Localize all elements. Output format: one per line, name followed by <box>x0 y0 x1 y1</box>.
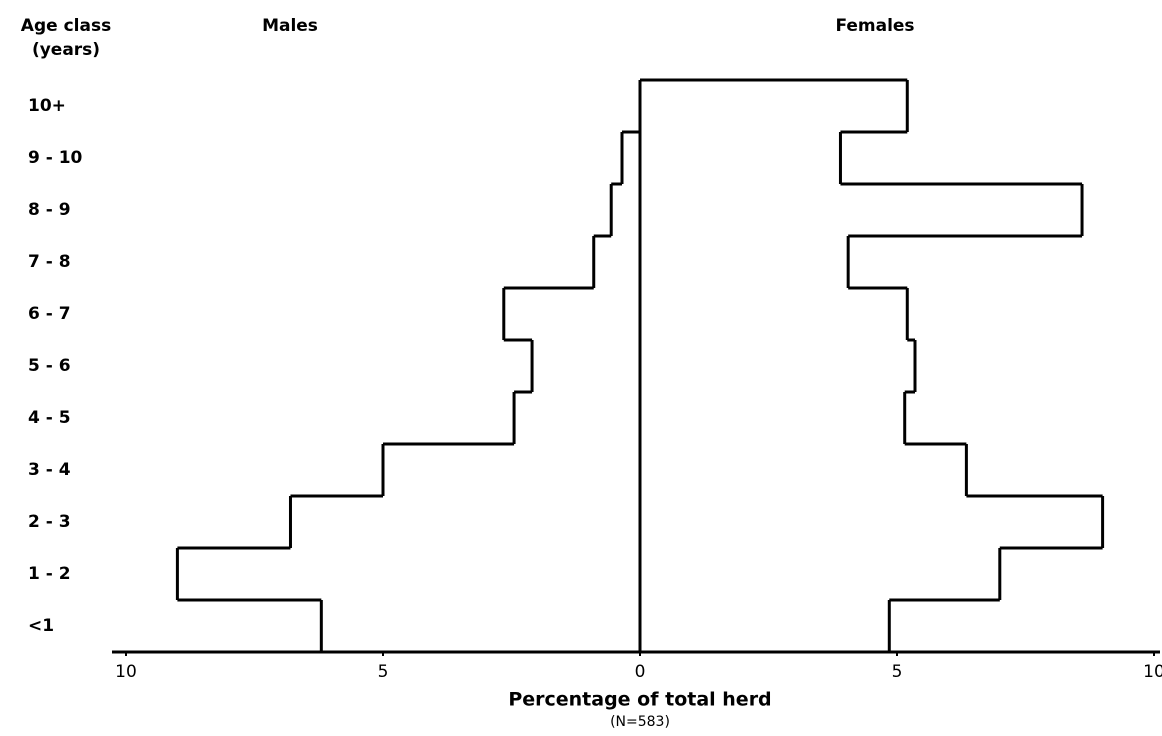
y-tick-label: 10+ <box>28 96 66 116</box>
x-tick-label: 5 <box>892 662 903 682</box>
y-tick-label: 7 - 8 <box>28 252 71 272</box>
y-tick-label: 1 - 2 <box>28 564 71 584</box>
y-tick-label: 5 - 6 <box>28 356 71 376</box>
y-tick-label: 9 - 10 <box>28 148 83 168</box>
y-axis-label: Age class <box>21 16 111 36</box>
y-tick-label: 2 - 3 <box>28 512 71 532</box>
x-tick-label: 10 <box>1143 662 1162 682</box>
legend-label: Males <box>262 16 318 36</box>
x-tick-label: 10 <box>115 662 137 682</box>
y-tick-label: 8 - 9 <box>28 200 71 220</box>
y-tick-label: 3 - 4 <box>28 460 71 480</box>
x-tick-label: 5 <box>378 662 389 682</box>
y-tick-label: <1 <box>28 616 54 636</box>
x-axis-note: (N=583) <box>610 714 670 730</box>
y-axis-label: (years) <box>32 40 100 60</box>
x-axis-label: Percentage of total herd <box>508 689 771 711</box>
y-tick-label: 6 - 7 <box>28 304 71 324</box>
legend-label: Females <box>835 16 914 36</box>
x-tick-label: 0 <box>635 662 646 682</box>
y-tick-label: 4 - 5 <box>28 408 71 428</box>
